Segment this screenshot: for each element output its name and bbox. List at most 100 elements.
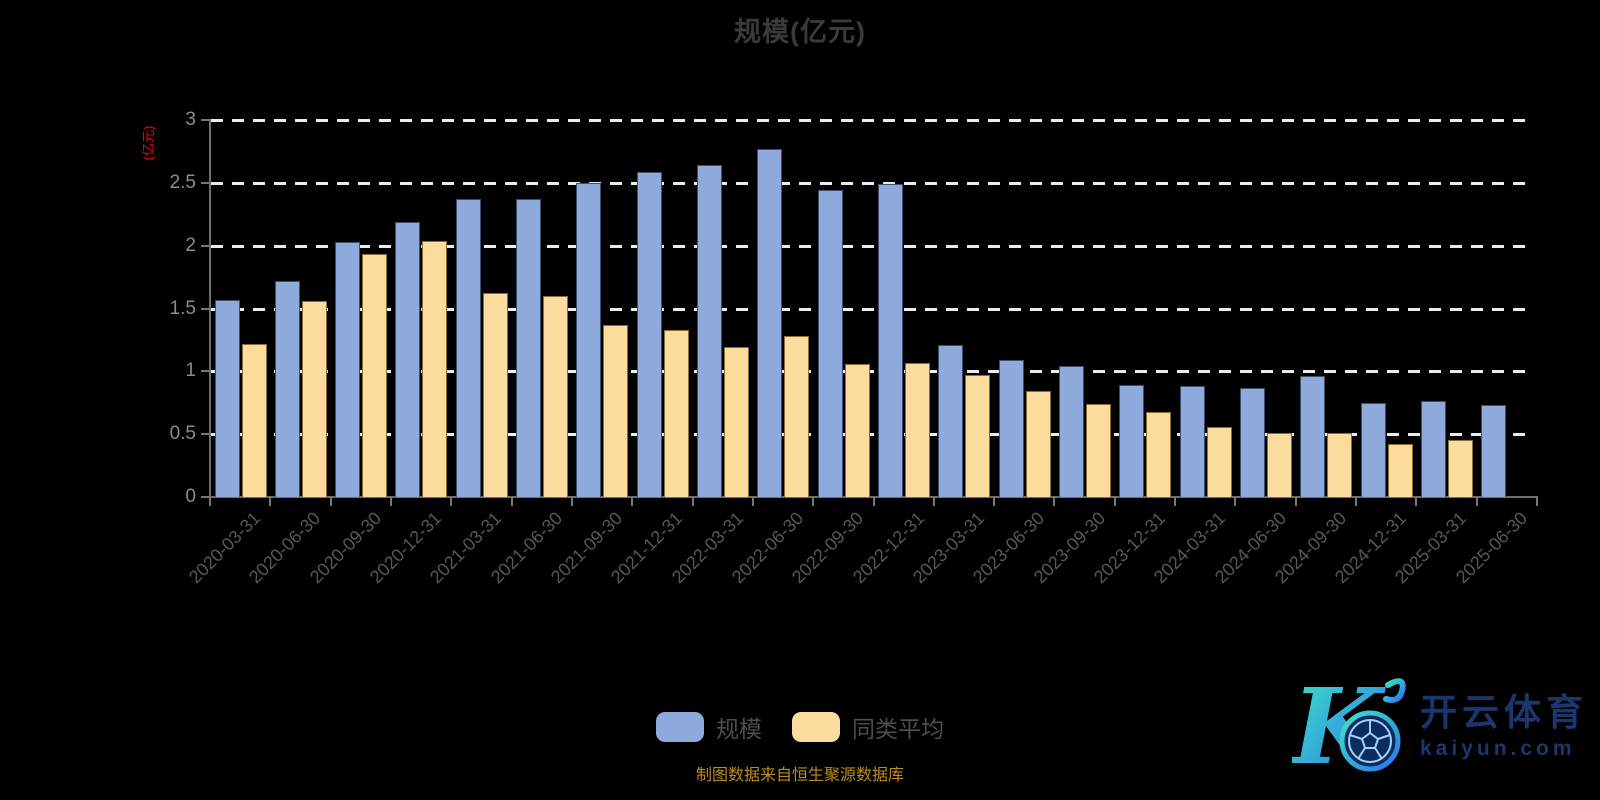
bar-同类平均-2024-03-31[interactable] <box>1206 426 1232 497</box>
bar-规模-2021-09-30[interactable] <box>576 182 602 497</box>
x-axis-tick <box>1234 497 1237 506</box>
x-axis-tick <box>450 497 453 506</box>
brand-domain: kaiyun.com <box>1420 736 1576 760</box>
x-axis-tick <box>1355 497 1358 506</box>
x-axis-tick <box>389 497 392 506</box>
x-axis-tick <box>209 497 211 506</box>
bar-规模-2020-12-31[interactable] <box>395 221 421 497</box>
x-axis-tick <box>269 497 272 506</box>
bar-同类平均-2022-12-31[interactable] <box>905 362 930 497</box>
bar-规模-2023-09-30[interactable] <box>1058 366 1084 497</box>
kaiyun-logo[interactable]: K 开云体育 kaiyun.com <box>1292 668 1594 786</box>
bar-规模-2023-12-31[interactable] <box>1119 385 1145 497</box>
bar-规模-2022-09-30[interactable] <box>817 190 843 497</box>
y-axis-tick <box>201 244 210 247</box>
bar-规模-2023-06-30[interactable] <box>998 360 1024 497</box>
x-axis-tick <box>993 497 996 506</box>
x-axis-tick <box>1294 497 1297 506</box>
y-axis-tick <box>201 119 210 121</box>
y-axis-tick <box>201 496 210 498</box>
legend-item-scale[interactable]: 规模 <box>656 710 762 744</box>
kaiyun-logo-mark: K <box>1292 671 1406 783</box>
bar-规模-2021-12-31[interactable] <box>636 171 662 497</box>
bar-同类平均-2022-03-31[interactable] <box>724 347 750 497</box>
bar-规模-2024-06-30[interactable] <box>1239 387 1265 497</box>
x-axis-tick <box>872 497 875 506</box>
y-axis-tick-label: 2 <box>185 234 196 256</box>
bar-同类平均-2021-09-30[interactable] <box>603 324 629 497</box>
y-axis-tick-label: 1.5 <box>169 297 196 319</box>
x-axis-tick <box>1475 497 1478 506</box>
gridline-1 <box>211 370 1530 374</box>
bar-规模-2024-12-31[interactable] <box>1360 402 1386 497</box>
bar-同类平均-2025-03-31[interactable] <box>1447 440 1473 497</box>
y-axis-tick <box>201 370 210 373</box>
x-axis-tick <box>1174 497 1177 506</box>
chart-title: 规模(亿元) <box>734 17 866 47</box>
bar-同类平均-2022-09-30[interactable] <box>844 363 870 497</box>
brand-text: 开云体育 kaiyun.com <box>1420 692 1588 761</box>
bar-同类平均-2023-12-31[interactable] <box>1146 411 1172 497</box>
bar-规模-2021-03-31[interactable] <box>455 199 481 497</box>
y-axis-tick-label: 3 <box>185 109 196 130</box>
gridline-3 <box>211 119 1530 122</box>
bar-同类平均-2020-12-31[interactable] <box>422 240 448 497</box>
soccer-ball-icon <box>1339 710 1401 772</box>
bar-规模-2022-03-31[interactable] <box>697 165 723 497</box>
x-axis-tick <box>751 497 754 506</box>
x-axis-tick <box>1113 497 1116 506</box>
y-axis-tick <box>201 433 210 436</box>
bar-规模-2020-06-30[interactable] <box>274 280 300 497</box>
legend-label-category-average: 同类平均 <box>852 716 944 742</box>
y-axis-tick <box>201 181 210 184</box>
bar-同类平均-2024-06-30[interactable] <box>1266 432 1292 497</box>
gridline-2 <box>211 244 1530 248</box>
x-axis-tick <box>631 497 634 506</box>
x-axis-tick <box>1536 497 1538 506</box>
bar-规模-2020-09-30[interactable] <box>335 241 361 497</box>
bar-同类平均-2020-06-30[interactable] <box>301 300 327 497</box>
legend-item-category-average[interactable]: 同类平均 <box>792 710 944 744</box>
gridline-2.5 <box>211 181 1530 185</box>
legend: 规模 同类平均 <box>0 710 1600 744</box>
x-axis-tick <box>510 497 513 506</box>
bar-规模-2023-03-31[interactable] <box>938 344 964 497</box>
bar-规模-2022-06-30[interactable] <box>757 148 783 497</box>
x-axis-tick <box>329 497 332 506</box>
x-axis-tick <box>812 497 815 506</box>
legend-swatch-category-average[interactable] <box>792 712 840 742</box>
y-axis-tick-label: 0 <box>185 486 196 507</box>
brand-name: 开云体育 <box>1420 692 1588 734</box>
bar-规模-2021-06-30[interactable] <box>516 199 542 497</box>
y-axis-tick-label: 2.5 <box>169 171 196 193</box>
x-axis-tick <box>1053 497 1056 506</box>
bar-同类平均-2020-03-31[interactable] <box>241 343 267 497</box>
bar-规模-2025-03-31[interactable] <box>1420 401 1446 497</box>
bar-规模-2024-09-30[interactable] <box>1300 376 1326 497</box>
y-axis-tick <box>201 307 210 310</box>
bar-规模-2025-06-30[interactable] <box>1481 405 1507 497</box>
bar-同类平均-2020-09-30[interactable] <box>362 254 388 497</box>
legend-swatch-scale[interactable] <box>656 712 704 742</box>
bar-同类平均-2023-06-30[interactable] <box>1025 391 1051 497</box>
bar-同类平均-2024-12-31[interactable] <box>1387 444 1413 497</box>
legend-label-scale: 规模 <box>716 716 762 742</box>
bar-同类平均-2021-06-30[interactable] <box>543 295 569 497</box>
gridline-0.5 <box>211 433 1530 437</box>
bar-规模-2024-03-31[interactable] <box>1179 386 1205 497</box>
bar-同类平均-2022-06-30[interactable] <box>784 336 810 497</box>
bar-同类平均-2023-09-30[interactable] <box>1085 404 1111 497</box>
bar-同类平均-2021-03-31[interactable] <box>482 293 508 497</box>
bar-规模-2020-03-31[interactable] <box>214 299 240 497</box>
bar-规模-2022-12-31[interactable] <box>878 184 903 497</box>
x-axis-tick <box>932 497 935 506</box>
bar-同类平均-2021-12-31[interactable] <box>663 329 689 497</box>
bar-同类平均-2024-09-30[interactable] <box>1327 432 1353 497</box>
y-axis-tick-label: 1 <box>185 360 196 382</box>
swirl-decoration <box>1383 678 1406 703</box>
x-axis-tick <box>691 497 694 506</box>
bar-同类平均-2023-03-31[interactable] <box>965 375 991 497</box>
source-note: 制图数据来自恒生聚源数据库 <box>695 767 904 784</box>
y-axis-tick-label: 0.5 <box>169 423 196 445</box>
